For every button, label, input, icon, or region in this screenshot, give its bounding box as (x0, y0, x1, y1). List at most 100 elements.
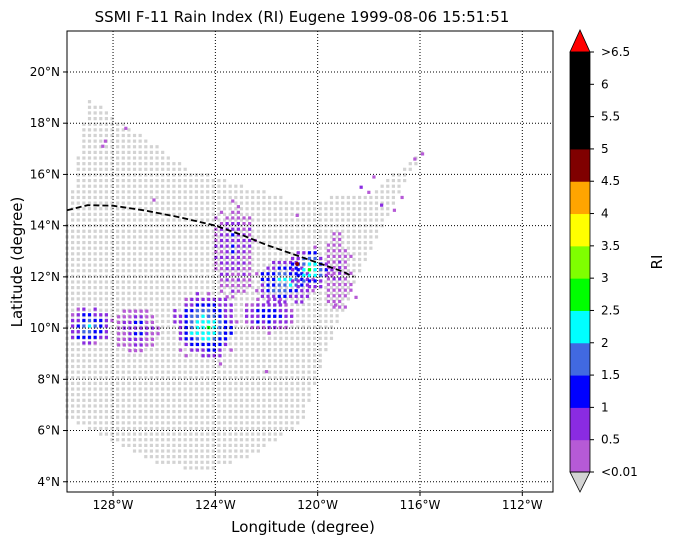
no-rain-cell (138, 246, 142, 250)
colorbar-top-label: >6.5 (601, 45, 630, 59)
rain-cell (288, 272, 293, 276)
no-rain-cell (82, 162, 86, 166)
no-rain-cell (132, 269, 137, 273)
no-rain-cell (177, 359, 182, 363)
no-rain-cell (222, 348, 227, 352)
no-rain-cell (87, 100, 92, 104)
no-rain-cell (267, 370, 272, 374)
no-rain-cell (391, 173, 395, 177)
no-rain-cell (166, 443, 170, 447)
no-rain-cell (116, 195, 120, 200)
no-rain-cell (149, 409, 154, 414)
no-rain-cell (228, 443, 232, 447)
no-rain-cell (110, 331, 114, 335)
no-rain-cell (87, 162, 92, 166)
rain-cell (219, 261, 224, 265)
no-rain-cell (307, 353, 311, 357)
rain-cell (255, 272, 259, 276)
no-rain-cell (307, 376, 311, 380)
no-rain-cell (87, 398, 92, 402)
no-rain-cell (290, 246, 294, 250)
no-rain-cell (183, 393, 187, 397)
no-rain-cell (161, 257, 165, 262)
no-rain-cell (127, 167, 131, 171)
rain-cell (173, 309, 177, 313)
no-rain-cell (239, 297, 244, 301)
no-rain-cell (228, 263, 232, 267)
no-rain-cell (217, 212, 221, 216)
rain-cell (207, 331, 211, 335)
no-rain-cell (222, 438, 227, 442)
no-rain-cell (318, 291, 322, 295)
rain-cell (152, 198, 156, 202)
no-rain-cell (228, 353, 232, 357)
no-rain-cell (183, 404, 187, 408)
no-rain-cell (267, 432, 272, 436)
no-rain-cell (251, 393, 255, 397)
no-rain-cell (183, 235, 187, 239)
no-rain-cell (127, 393, 131, 397)
rain-cell (229, 320, 233, 324)
rain-cell (195, 342, 200, 347)
no-rain-cell (256, 359, 260, 363)
no-rain-cell (121, 162, 125, 166)
no-rain-cell (144, 381, 148, 386)
no-rain-cell (189, 376, 193, 380)
no-rain-cell (82, 263, 86, 267)
rain-cell (283, 272, 287, 276)
no-rain-cell (267, 398, 272, 402)
rain-cell (99, 324, 103, 328)
no-rain-cell (222, 387, 227, 391)
no-rain-cell (87, 178, 92, 183)
no-rain-cell (149, 252, 154, 256)
no-rain-cell (155, 415, 159, 419)
no-rain-cell (110, 376, 114, 380)
no-rain-cell (296, 207, 300, 211)
no-rain-cell (194, 460, 199, 464)
no-rain-cell (99, 364, 103, 369)
no-rain-cell (127, 364, 131, 369)
no-rain-cell (206, 184, 210, 188)
no-rain-cell (87, 212, 92, 216)
rain-cell (76, 313, 80, 317)
no-rain-cell (104, 162, 108, 166)
rain-cell (99, 335, 103, 339)
no-rain-cell (87, 387, 92, 391)
rain-cell (324, 268, 328, 272)
no-rain-cell (82, 381, 86, 386)
no-rain-cell (93, 353, 97, 357)
no-rain-cell (121, 438, 125, 442)
no-rain-cell (104, 364, 108, 369)
rain-cell (223, 320, 228, 324)
no-rain-cell (324, 302, 328, 307)
rain-cell (319, 273, 323, 277)
no-rain-cell (99, 269, 103, 273)
no-rain-cell (222, 190, 227, 194)
no-rain-cell (239, 218, 244, 222)
no-rain-cell (121, 156, 125, 160)
no-rain-cell (172, 376, 176, 380)
no-rain-cell (194, 280, 199, 284)
rain-cell (236, 216, 240, 220)
no-rain-cell (172, 280, 176, 284)
no-rain-cell (329, 195, 334, 200)
no-rain-cell (172, 257, 176, 262)
no-rain-cell (335, 280, 339, 284)
storm-track-line (66, 204, 354, 278)
no-rain-cell (239, 319, 244, 324)
rain-cell (313, 284, 317, 289)
rain-cell (173, 320, 177, 324)
no-rain-cell (352, 246, 356, 250)
no-rain-cell (110, 387, 114, 391)
no-rain-cell (71, 393, 75, 397)
no-rain-cell (71, 342, 75, 346)
no-rain-cell (239, 240, 244, 245)
no-rain-cell (110, 297, 114, 301)
no-rain-cell (358, 218, 362, 222)
rain-cell (338, 249, 342, 253)
no-rain-cell (183, 460, 187, 464)
no-rain-cell (110, 150, 114, 154)
rain-cell (296, 273, 300, 277)
no-rain-cell (324, 291, 328, 295)
no-rain-cell (267, 207, 272, 211)
